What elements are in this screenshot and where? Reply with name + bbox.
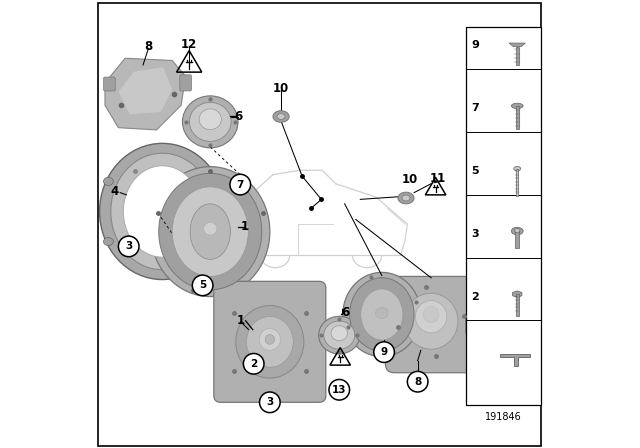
Ellipse shape [104, 237, 113, 246]
FancyBboxPatch shape [104, 77, 115, 91]
Ellipse shape [319, 316, 360, 354]
Ellipse shape [273, 111, 289, 122]
Ellipse shape [511, 103, 523, 108]
Circle shape [230, 174, 251, 195]
Ellipse shape [100, 143, 225, 280]
Ellipse shape [259, 328, 280, 350]
Ellipse shape [111, 153, 214, 270]
Ellipse shape [404, 293, 458, 349]
Circle shape [329, 379, 349, 400]
Ellipse shape [211, 177, 221, 185]
Ellipse shape [376, 307, 388, 319]
Text: 2: 2 [471, 292, 479, 302]
Text: 191846: 191846 [485, 412, 522, 422]
Ellipse shape [265, 335, 275, 344]
Text: 5: 5 [199, 280, 206, 290]
Ellipse shape [172, 187, 248, 276]
FancyBboxPatch shape [99, 3, 541, 446]
FancyBboxPatch shape [466, 27, 541, 405]
Ellipse shape [182, 96, 238, 148]
FancyBboxPatch shape [214, 281, 326, 402]
FancyBboxPatch shape [466, 313, 477, 334]
FancyBboxPatch shape [516, 294, 518, 316]
Text: 12: 12 [180, 38, 197, 52]
Circle shape [374, 342, 394, 362]
Polygon shape [105, 58, 186, 130]
Text: 8: 8 [144, 39, 152, 53]
Polygon shape [500, 353, 529, 366]
Ellipse shape [277, 114, 285, 120]
Ellipse shape [415, 301, 447, 333]
Ellipse shape [246, 316, 293, 367]
Text: 6: 6 [234, 110, 242, 123]
Text: 11: 11 [429, 172, 445, 185]
Ellipse shape [199, 109, 221, 129]
Ellipse shape [511, 227, 523, 235]
FancyBboxPatch shape [385, 313, 397, 334]
Ellipse shape [361, 289, 403, 340]
Text: 3: 3 [471, 229, 479, 239]
Ellipse shape [398, 192, 414, 204]
Ellipse shape [211, 237, 221, 246]
Ellipse shape [189, 103, 231, 142]
Ellipse shape [349, 278, 414, 351]
Text: 9: 9 [471, 40, 479, 50]
Text: 3: 3 [266, 397, 273, 407]
Text: 2: 2 [250, 359, 257, 369]
Ellipse shape [343, 272, 421, 357]
Text: 7: 7 [237, 180, 244, 190]
Polygon shape [509, 43, 525, 47]
Ellipse shape [104, 177, 113, 185]
FancyBboxPatch shape [516, 106, 518, 129]
Text: 10: 10 [401, 172, 418, 186]
Text: 5: 5 [471, 166, 479, 176]
Ellipse shape [514, 167, 521, 171]
FancyBboxPatch shape [385, 276, 477, 373]
Ellipse shape [423, 306, 439, 323]
Ellipse shape [515, 228, 520, 233]
Text: 9: 9 [381, 347, 388, 357]
Polygon shape [513, 291, 522, 297]
Text: 1: 1 [241, 220, 249, 233]
Circle shape [193, 275, 213, 296]
Ellipse shape [150, 167, 270, 297]
Text: 10: 10 [273, 82, 289, 95]
Text: 13: 13 [332, 385, 346, 395]
Polygon shape [118, 67, 172, 114]
Circle shape [243, 353, 264, 374]
Ellipse shape [331, 326, 348, 341]
Text: 4: 4 [111, 185, 119, 198]
Text: 7: 7 [471, 103, 479, 112]
Ellipse shape [324, 321, 355, 349]
Text: 3: 3 [125, 241, 132, 251]
FancyBboxPatch shape [516, 47, 518, 65]
Ellipse shape [190, 204, 230, 259]
Ellipse shape [204, 223, 217, 235]
Circle shape [260, 392, 280, 413]
Ellipse shape [402, 195, 410, 201]
Text: 1: 1 [236, 314, 244, 327]
Circle shape [118, 236, 139, 257]
Text: 8: 8 [414, 377, 421, 387]
Ellipse shape [236, 306, 304, 378]
FancyBboxPatch shape [515, 231, 519, 248]
Ellipse shape [159, 173, 262, 290]
FancyBboxPatch shape [516, 169, 518, 196]
Circle shape [408, 371, 428, 392]
FancyBboxPatch shape [180, 75, 191, 91]
Text: 6: 6 [341, 306, 349, 319]
Ellipse shape [124, 166, 202, 257]
